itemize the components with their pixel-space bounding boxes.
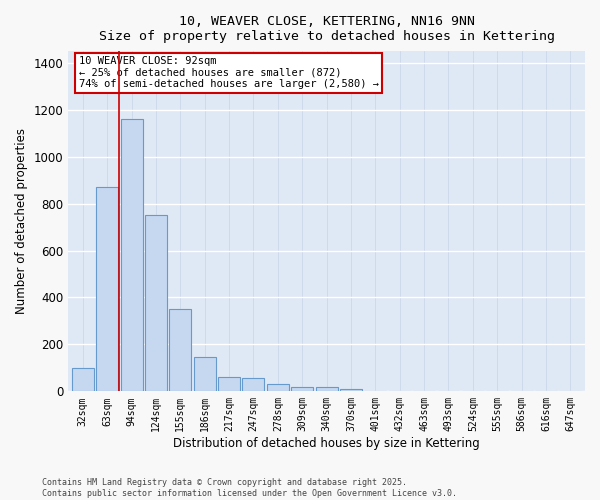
Y-axis label: Number of detached properties: Number of detached properties bbox=[15, 128, 28, 314]
Bar bbox=[145, 216, 167, 392]
Text: 10 WEAVER CLOSE: 92sqm
← 25% of detached houses are smaller (872)
74% of semi-de: 10 WEAVER CLOSE: 92sqm ← 25% of detached… bbox=[79, 56, 379, 90]
Bar bbox=[267, 384, 289, 392]
Bar bbox=[96, 187, 118, 392]
Bar bbox=[169, 309, 191, 392]
Text: Contains HM Land Registry data © Crown copyright and database right 2025.
Contai: Contains HM Land Registry data © Crown c… bbox=[42, 478, 457, 498]
Title: 10, WEAVER CLOSE, KETTERING, NN16 9NN
Size of property relative to detached hous: 10, WEAVER CLOSE, KETTERING, NN16 9NN Si… bbox=[98, 15, 554, 43]
Bar bbox=[291, 386, 313, 392]
Bar bbox=[72, 368, 94, 392]
Bar bbox=[340, 389, 362, 392]
Bar bbox=[194, 358, 215, 392]
X-axis label: Distribution of detached houses by size in Kettering: Distribution of detached houses by size … bbox=[173, 437, 480, 450]
Bar bbox=[316, 386, 338, 392]
Bar bbox=[218, 378, 240, 392]
Bar bbox=[121, 119, 143, 392]
Bar bbox=[242, 378, 265, 392]
